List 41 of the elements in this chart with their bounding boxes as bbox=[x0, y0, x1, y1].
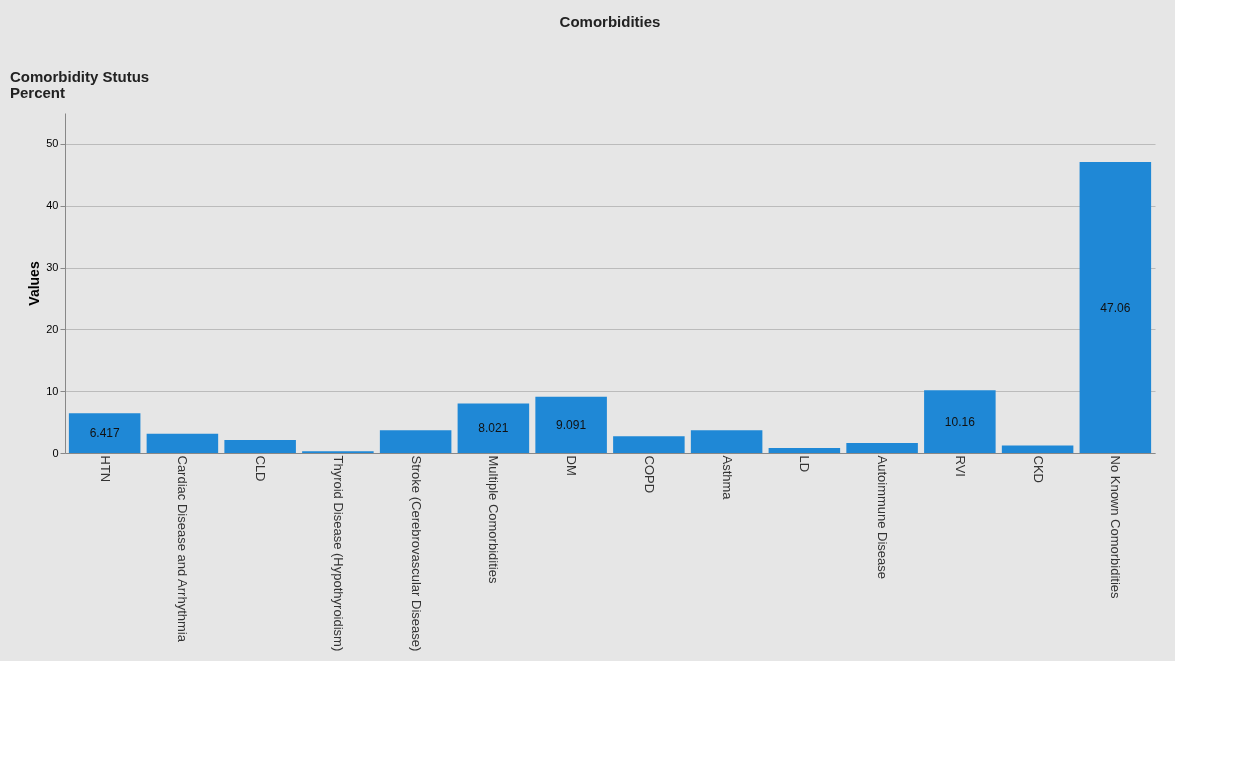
x-tick-label: LD bbox=[797, 455, 813, 473]
y-tick-label: 20 bbox=[46, 322, 59, 335]
bar bbox=[846, 443, 918, 453]
x-tick-label: Asthma bbox=[719, 455, 735, 501]
bar bbox=[690, 430, 763, 453]
y-tick-label: 50 bbox=[46, 137, 59, 150]
y-axis-title: Values bbox=[26, 261, 43, 306]
x-tick-label: DM bbox=[564, 455, 580, 476]
text: Comorbidity Stutus Percent bbox=[10, 68, 150, 101]
y-tick-label: 0 bbox=[52, 446, 59, 459]
x-tick-label: Cardiac Disease and Arrhythmia bbox=[175, 455, 191, 643]
x-tick-label: CLD bbox=[253, 455, 269, 482]
data-label: 10.16 bbox=[944, 414, 976, 429]
x-tick-label: Thyroid Disease (Hypothyroidism) bbox=[330, 455, 346, 652]
data-label: 8.021 bbox=[478, 421, 509, 436]
x-tick-label: No Known Comorbidities bbox=[1108, 455, 1124, 600]
bar bbox=[1001, 445, 1074, 453]
bar bbox=[1079, 162, 1152, 453]
bar bbox=[924, 390, 996, 453]
y-tick-label: 40 bbox=[46, 199, 59, 212]
x-tick-label: HTN bbox=[97, 455, 113, 483]
bar bbox=[379, 430, 452, 453]
x-tick-label: RVI bbox=[952, 455, 968, 477]
x-tick-label: Stroke (Cerebrovascular Disease) bbox=[408, 455, 424, 652]
bar bbox=[457, 403, 530, 453]
bar bbox=[146, 433, 219, 453]
bar bbox=[68, 413, 141, 453]
data-label: 6.417 bbox=[89, 426, 120, 441]
bar bbox=[613, 436, 685, 453]
x-tick-label: Autoimmune Disease bbox=[875, 455, 891, 580]
x-tick-label: CKD bbox=[1030, 455, 1046, 483]
data-label: 9.091 bbox=[556, 417, 587, 432]
chart-title: Comorbidities bbox=[559, 13, 661, 30]
x-tick-label: Multiple Comorbidities bbox=[486, 455, 502, 584]
bar bbox=[535, 396, 607, 453]
y-tick-label: 10 bbox=[46, 384, 59, 397]
data-label: 47.06 bbox=[1100, 300, 1131, 315]
y-tick-label: 30 bbox=[46, 261, 59, 274]
x-tick-label: COPD bbox=[641, 455, 657, 494]
bar bbox=[224, 440, 296, 453]
bar bbox=[768, 448, 841, 453]
